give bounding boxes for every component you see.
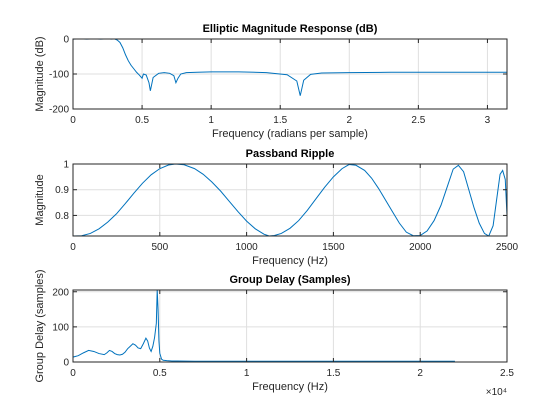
x-tick-label: 1 bbox=[208, 115, 214, 126]
y-tick-label: 200 bbox=[52, 287, 69, 298]
x-tick-label: 2.5 bbox=[500, 368, 514, 379]
x-tick-label: 0 bbox=[70, 115, 76, 126]
y-axis-label: Magnitude (dB) bbox=[34, 36, 46, 111]
y-tick-label: -200 bbox=[49, 105, 69, 116]
y-axis-label: Group Delay (samples) bbox=[34, 269, 46, 382]
x-axis-exponent: ×10⁴ bbox=[486, 387, 507, 398]
y-tick-label: 0 bbox=[63, 358, 69, 369]
y-tick-label: 0.8 bbox=[55, 211, 69, 222]
x-tick-label: 1000 bbox=[235, 242, 258, 253]
chart-title: Passband Ripple bbox=[246, 148, 335, 160]
x-tick-label: 500 bbox=[151, 242, 168, 253]
y-tick-label: 100 bbox=[52, 322, 69, 333]
x-tick-label: 2 bbox=[347, 115, 353, 126]
x-tick-label: 2000 bbox=[409, 242, 432, 253]
x-tick-label: 0.5 bbox=[135, 115, 149, 126]
x-tick-label: 2 bbox=[417, 368, 423, 379]
x-axis-label: Frequency (Hz) bbox=[252, 255, 328, 267]
x-tick-label: 3 bbox=[485, 115, 491, 126]
y-tick-label: 1 bbox=[63, 160, 69, 171]
x-axis-label: Frequency (Hz) bbox=[252, 381, 328, 393]
x-tick-label: 2500 bbox=[496, 242, 519, 253]
subplot-3: 0 0.5 1 1.5 2 2.5 0 100 200 Group Delay (Samples)… bbox=[34, 269, 514, 398]
chart-title: Elliptic Magnitude Response (dB) bbox=[203, 23, 378, 35]
x-tick-label: 0 bbox=[70, 242, 76, 253]
x-tick-label: 2.5 bbox=[411, 115, 425, 126]
y-tick-label: -100 bbox=[49, 70, 69, 81]
x-tick-label: 1.5 bbox=[273, 115, 287, 126]
x-tick-label: 1.5 bbox=[326, 368, 340, 379]
y-tick-label: 0 bbox=[63, 35, 69, 46]
plot-area bbox=[73, 164, 507, 236]
chart-title: Group Delay (Samples) bbox=[229, 274, 350, 286]
x-tick-label: 0.5 bbox=[153, 368, 167, 379]
x-tick-label: 0 bbox=[70, 368, 76, 379]
plot-area bbox=[73, 290, 507, 362]
x-tick-label: 1 bbox=[244, 368, 250, 379]
x-axis-label: Frequency (radians per sample) bbox=[212, 128, 368, 140]
x-tick-label: 1500 bbox=[322, 242, 345, 253]
y-axis-label: Magnitude bbox=[34, 174, 46, 225]
subplot-2: 0 500 1000 1500 2000 2500 1 0.9 0.8 Passband Ripp… bbox=[34, 148, 519, 267]
subplot-1: 0 0.5 1 1.5 2 2.5 3 0 -100 -200 Elliptic Magnitude… bbox=[34, 23, 507, 140]
y-tick-label: 0.9 bbox=[55, 185, 69, 196]
